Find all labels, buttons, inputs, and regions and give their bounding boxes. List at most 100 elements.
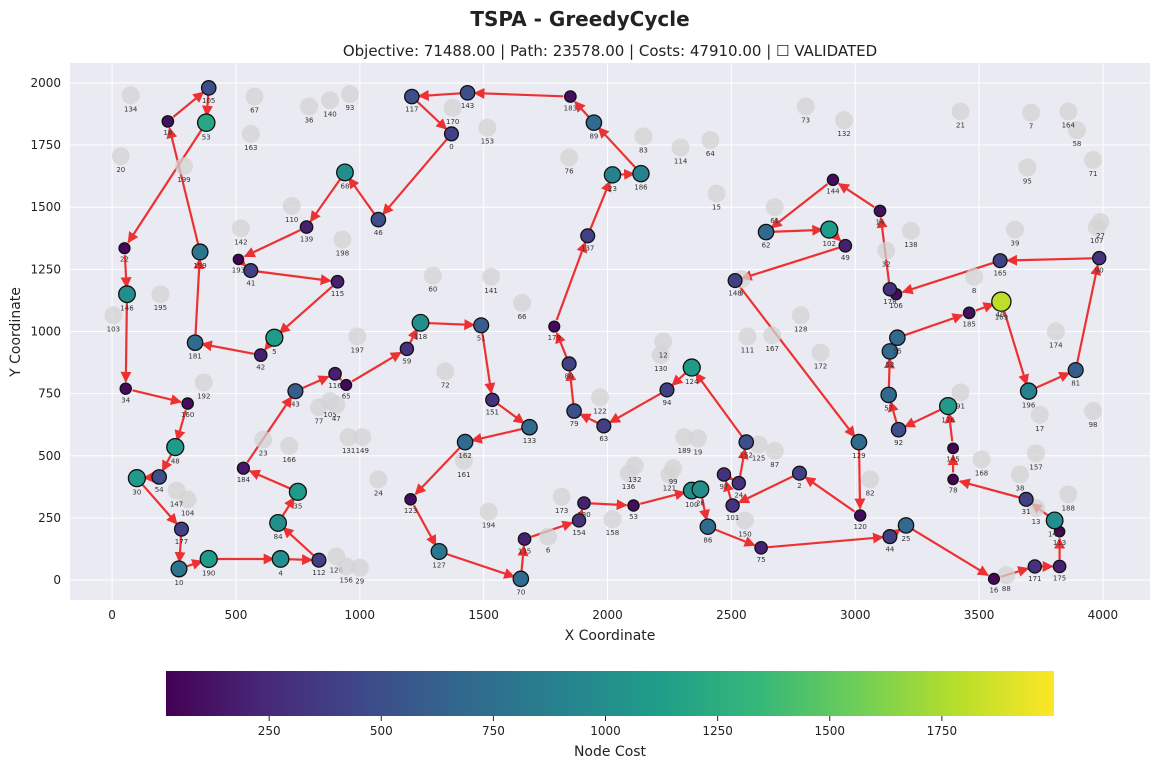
node-label: 14 [876, 219, 885, 227]
unselected-node [1084, 150, 1103, 169]
selected-node [820, 220, 839, 239]
path-edge [737, 447, 749, 477]
unselected-node [765, 198, 784, 217]
selected-node [271, 550, 290, 568]
unselected-node [625, 456, 644, 475]
selected-node [191, 243, 209, 261]
node-label: 156 [340, 576, 354, 584]
selected-node [566, 403, 582, 419]
selected-node [826, 173, 840, 187]
node-label: 68 [340, 183, 349, 191]
selected-node [603, 166, 622, 184]
node-label: 103 [107, 325, 120, 333]
selected-node [992, 253, 1008, 269]
unselected-node [353, 428, 372, 447]
selected-node [757, 223, 775, 241]
node-label: 19 [693, 448, 702, 456]
node-label: 171 [1028, 575, 1041, 583]
node-label: 10 [175, 579, 184, 587]
unselected-node [738, 327, 757, 346]
unselected-node [245, 87, 264, 106]
unselected-node [151, 285, 170, 304]
node-label: 16 [989, 586, 998, 594]
selected-node [850, 433, 868, 451]
node-label: 89 [589, 132, 598, 140]
unselected-node [552, 487, 571, 506]
node-label: 2 [797, 482, 801, 490]
unselected-node [340, 85, 359, 104]
node-label: 179 [548, 334, 561, 342]
node-label: 133 [523, 437, 536, 445]
path-edge [132, 389, 182, 405]
path-edge [555, 332, 568, 358]
node-label: 84 [274, 533, 283, 541]
node-label: 81 [1071, 379, 1080, 387]
node-label: 17 [1035, 425, 1044, 433]
node-label: 131 [342, 447, 355, 455]
path-edge [445, 552, 516, 579]
node-label: 63 [599, 435, 608, 443]
colorbar-tick-label: 750 [482, 724, 505, 738]
unselected-node [675, 428, 694, 447]
path-edge [407, 328, 419, 344]
unselected-node [591, 388, 610, 407]
x-tick-label: 500 [225, 608, 248, 622]
unselected-node [423, 266, 442, 285]
path-edges [120, 87, 1102, 579]
node-label: 79 [570, 420, 579, 428]
node-label: 123 [404, 507, 417, 515]
node-label: 91 [956, 402, 965, 410]
path-edge [555, 241, 588, 321]
x-tick-label: 1000 [345, 608, 376, 622]
selected-node [1091, 250, 1107, 266]
unselected-node [369, 470, 388, 489]
unselected-node [736, 511, 754, 530]
unselected-node [121, 86, 140, 105]
selected-node [517, 532, 532, 546]
node-label: 92 [894, 439, 903, 447]
path-edge [473, 87, 564, 99]
node-label: 153 [481, 138, 494, 146]
selected-node [512, 570, 530, 588]
selected-node [1052, 559, 1067, 574]
selected-node [727, 272, 743, 289]
node-label: 135 [518, 547, 531, 555]
node-label: 140 [323, 110, 336, 118]
node-label: 180 [577, 511, 590, 519]
unselected-node [104, 306, 123, 325]
node-label: 83 [639, 146, 648, 154]
node-label: 73 [801, 117, 810, 125]
selected-node [119, 382, 132, 395]
path-edge [958, 478, 1020, 499]
node-label: 67 [250, 107, 259, 115]
unselected-node [671, 138, 690, 157]
node-label: 48 [171, 458, 180, 466]
node-label: 29 [355, 578, 364, 586]
selected-node [716, 467, 732, 482]
path-edge [127, 127, 204, 244]
y-tick-label: 1250 [30, 262, 61, 276]
path-edge [280, 496, 296, 518]
node-label: 110 [285, 216, 298, 224]
selected-node [336, 163, 354, 182]
node-label: 193 [232, 267, 245, 275]
unselected-node [443, 98, 462, 117]
path-edge [721, 469, 734, 481]
node-label: 130 [654, 365, 667, 373]
y-axis: 0 250 500 750 1000 1250 1500 1750 2000 [30, 76, 61, 587]
y-axis-label: Y Coordinate [8, 287, 24, 378]
selected-node [181, 397, 194, 410]
node-label: 184 [237, 476, 251, 484]
path-edge [901, 261, 994, 295]
node-label: 101 [726, 514, 739, 522]
node-label: 15 [712, 204, 721, 212]
unselected-node [1059, 102, 1078, 121]
node-label: 98 [1089, 421, 1098, 429]
y-tick-label: 0 [53, 573, 61, 587]
node-label: 120 [853, 523, 866, 531]
selected-node [938, 396, 958, 416]
path-edge [770, 183, 829, 229]
selected-node [161, 115, 175, 128]
selected-node [880, 386, 897, 404]
